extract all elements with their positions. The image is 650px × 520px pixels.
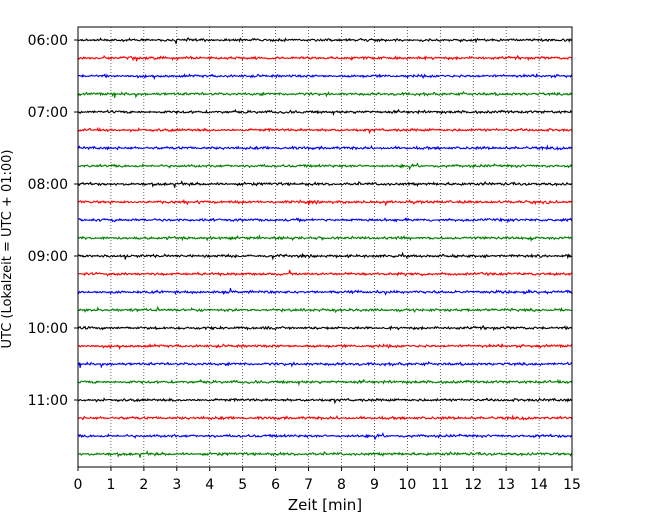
x-tick-label: 7 <box>304 477 313 493</box>
trace-row-11 <box>77 217 573 224</box>
trace-row-8 <box>77 162 573 171</box>
trace-row-2 <box>77 54 573 62</box>
y-axis: 06:00 07:00 08:00 09:00 10:00 11:00 <box>28 33 78 409</box>
y-tick-label: 11:00 <box>28 393 68 409</box>
trace-row-3 <box>77 73 573 81</box>
trace-layer <box>77 37 573 458</box>
trace-row-6 <box>77 126 573 135</box>
y-tick-label: 10:00 <box>28 321 68 337</box>
x-tick-label: 13 <box>497 477 515 493</box>
x-tick-label: 1 <box>106 477 115 493</box>
trace-row-10 <box>77 198 573 207</box>
trace-row-15 <box>77 288 573 296</box>
trace-row-22 <box>77 414 573 421</box>
trace-row-16 <box>77 305 573 314</box>
trace-row-24 <box>77 449 573 458</box>
x-tick-label: 8 <box>337 477 346 493</box>
y-tick-label: 09:00 <box>28 249 68 265</box>
x-axis: 0 1 2 3 4 5 6 7 8 9 10 11 12 13 14 15 <box>74 467 581 493</box>
trace-row-20 <box>77 378 573 387</box>
trace-row-14 <box>77 269 573 277</box>
trace-row-23 <box>77 432 573 441</box>
trace-row-1 <box>77 37 573 44</box>
trace-row-13 <box>77 251 573 261</box>
trace-row-21 <box>77 397 573 405</box>
x-tick-label: 6 <box>271 477 280 493</box>
x-tick-label: 5 <box>238 477 247 493</box>
y-axis-label: UTC (Lokalzeit = UTC + 01:00) <box>0 150 15 349</box>
x-tick-label: 9 <box>370 477 379 493</box>
x-tick-label: 2 <box>139 477 148 493</box>
y-tick-label: 08:00 <box>28 177 68 193</box>
x-tick-label: 0 <box>74 477 83 493</box>
y-tick-label: 07:00 <box>28 105 68 121</box>
trace-row-12 <box>77 234 573 243</box>
x-tick-label: 15 <box>563 477 581 493</box>
x-tick-label: 11 <box>431 477 449 493</box>
trace-row-7 <box>77 144 573 151</box>
trace-row-19 <box>77 361 573 369</box>
grid-layer <box>110 27 540 467</box>
trace-row-4 <box>77 91 573 99</box>
x-tick-label: 4 <box>205 477 214 493</box>
x-tick-label: 12 <box>464 477 482 493</box>
x-tick-label: 10 <box>398 477 416 493</box>
x-tick-label: 14 <box>530 477 548 493</box>
trace-row-5 <box>77 108 573 117</box>
trace-row-18 <box>77 343 573 351</box>
y-tick-label: 06:00 <box>28 33 68 49</box>
trace-row-17 <box>77 324 573 332</box>
x-tick-label: 3 <box>172 477 181 493</box>
plot-frame <box>77 26 573 468</box>
trace-row-9 <box>77 179 573 188</box>
x-axis-label: Zeit [min] <box>288 496 362 514</box>
